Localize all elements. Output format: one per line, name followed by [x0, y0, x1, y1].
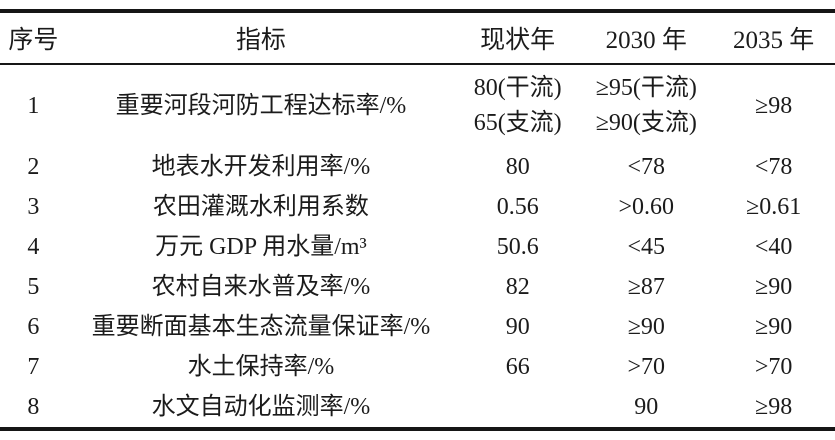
row-number: 1 [27, 92, 40, 119]
current-year-cell: 50.6 [496, 233, 539, 260]
table-row: 5 农村自来水普及率/% 82 ≥87 ≥90 [0, 267, 835, 307]
year-2030-cell: <78 [627, 153, 666, 180]
row-number: 6 [27, 313, 40, 340]
indicator-cell: 万元 GDP 用水量/m³ [155, 233, 367, 260]
current-year-cell: 80(干流) 65(支流) [473, 75, 562, 136]
table-row: 1 重要河段河防工程达标率/% 80(干流) 65(支流) ≥95(干流) ≥9… [0, 64, 835, 147]
year-2030-cell: ≥90 [627, 313, 665, 340]
table-body: 1 重要河段河防工程达标率/% 80(干流) 65(支流) ≥95(干流) ≥9… [0, 64, 835, 429]
row-number: 3 [27, 193, 40, 220]
indicator-cell: 水文自动化监测率/% [151, 393, 371, 420]
table-row: 2 地表水开发利用率/% 80 <78 <78 [0, 147, 835, 187]
header-serial-number: 序号 [0, 11, 67, 65]
row-number: 8 [27, 393, 40, 420]
current-year-cell: 0.56 [496, 193, 539, 220]
year-2030-cell: >0.60 [618, 193, 675, 220]
year-2030-cell: >70 [627, 353, 666, 380]
indicator-cell: 水土保持率/% [187, 353, 335, 380]
indicator-cell: 重要断面基本生态流量保证率/% [91, 313, 431, 340]
indicator-cell: 重要河段河防工程达标率/% [115, 92, 407, 119]
indicator-cell: 地表水开发利用率/% [151, 153, 371, 180]
table-row: 7 水土保持率/% 66 >70 >70 [0, 347, 835, 387]
year-2035-cell: <40 [754, 233, 793, 260]
header-year-2035: 2035 年 [712, 11, 835, 65]
row-number: 4 [27, 233, 40, 260]
year-2035-cell: >70 [754, 353, 793, 380]
row-number: 7 [27, 353, 40, 380]
year-2030-cell: ≥87 [627, 273, 665, 300]
indicator-table: 序号 指标 现状年 2030 年 2035 年 1 重要河段河防工程达标率/% … [0, 9, 835, 431]
year-2035-cell: ≥90 [755, 313, 793, 340]
header-row: 序号 指标 现状年 2030 年 2035 年 [0, 11, 835, 65]
year-2030-cell: 90 [634, 393, 659, 420]
row-number: 5 [27, 273, 40, 300]
indicator-cell: 农村自来水普及率/% [151, 273, 371, 300]
table-header: 序号 指标 现状年 2030 年 2035 年 [0, 11, 835, 65]
table-row: 8 水文自动化监测率/% 90 ≥98 [0, 387, 835, 429]
indicator-cell: 农田灌溉水利用系数 [152, 193, 369, 220]
year-2035-cell: ≥98 [755, 92, 793, 119]
current-year-cell: 66 [505, 353, 530, 380]
header-current-year: 现状年 [455, 11, 581, 65]
table-row: 3 农田灌溉水利用系数 0.56 >0.60 ≥0.61 [0, 187, 835, 227]
year-2035-cell: ≥90 [755, 273, 793, 300]
table-row: 4 万元 GDP 用水量/m³ 50.6 <45 <40 [0, 227, 835, 267]
header-indicator: 指标 [66, 11, 456, 65]
current-year-cell [455, 387, 580, 429]
row-number: 2 [27, 153, 40, 180]
year-2035-cell: ≥98 [755, 393, 793, 420]
current-year-cell: 90 [505, 313, 530, 340]
current-year-cell: 82 [505, 273, 530, 300]
table-row: 6 重要断面基本生态流量保证率/% 90 ≥90 ≥90 [0, 307, 835, 347]
year-2030-cell: <45 [627, 233, 666, 260]
year-2035-cell: <78 [754, 153, 793, 180]
current-year-cell: 80 [505, 153, 530, 180]
year-2030-cell: ≥95(干流) ≥90(支流) [595, 75, 697, 136]
year-2035-cell: ≥0.61 [746, 193, 802, 220]
header-year-2030: 2030 年 [580, 11, 713, 65]
